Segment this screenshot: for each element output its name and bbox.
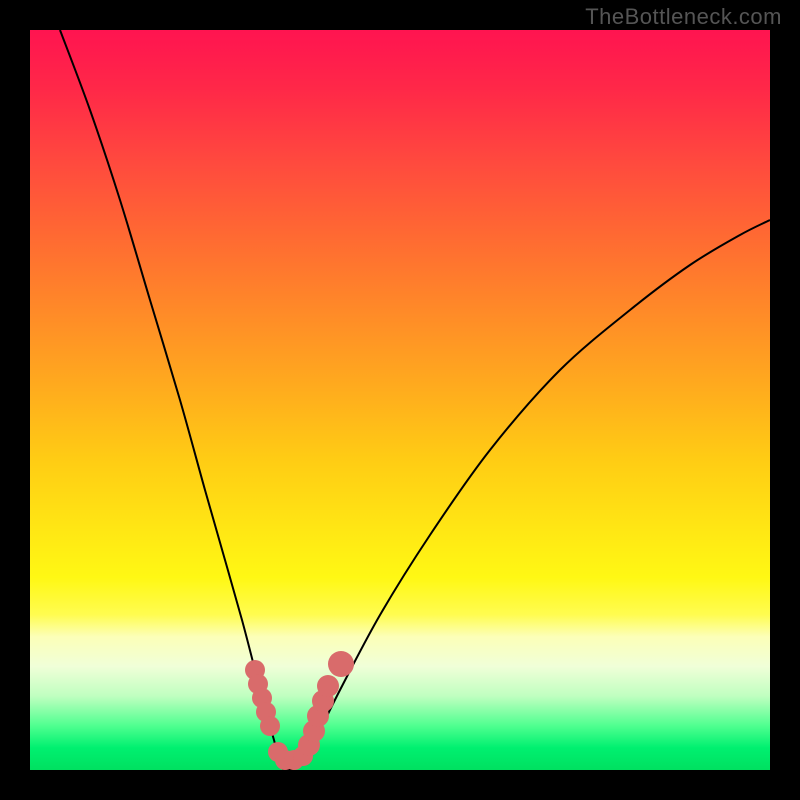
- curve-right: [285, 220, 770, 770]
- curve-layer: [30, 30, 770, 770]
- dot-right-4: [317, 675, 339, 697]
- dot-outlier-0: [328, 651, 354, 677]
- watermark-text: TheBottleneck.com: [585, 4, 782, 30]
- chart-plot-area: [30, 30, 770, 770]
- dot-left-4: [260, 716, 280, 736]
- curve-left: [60, 30, 285, 770]
